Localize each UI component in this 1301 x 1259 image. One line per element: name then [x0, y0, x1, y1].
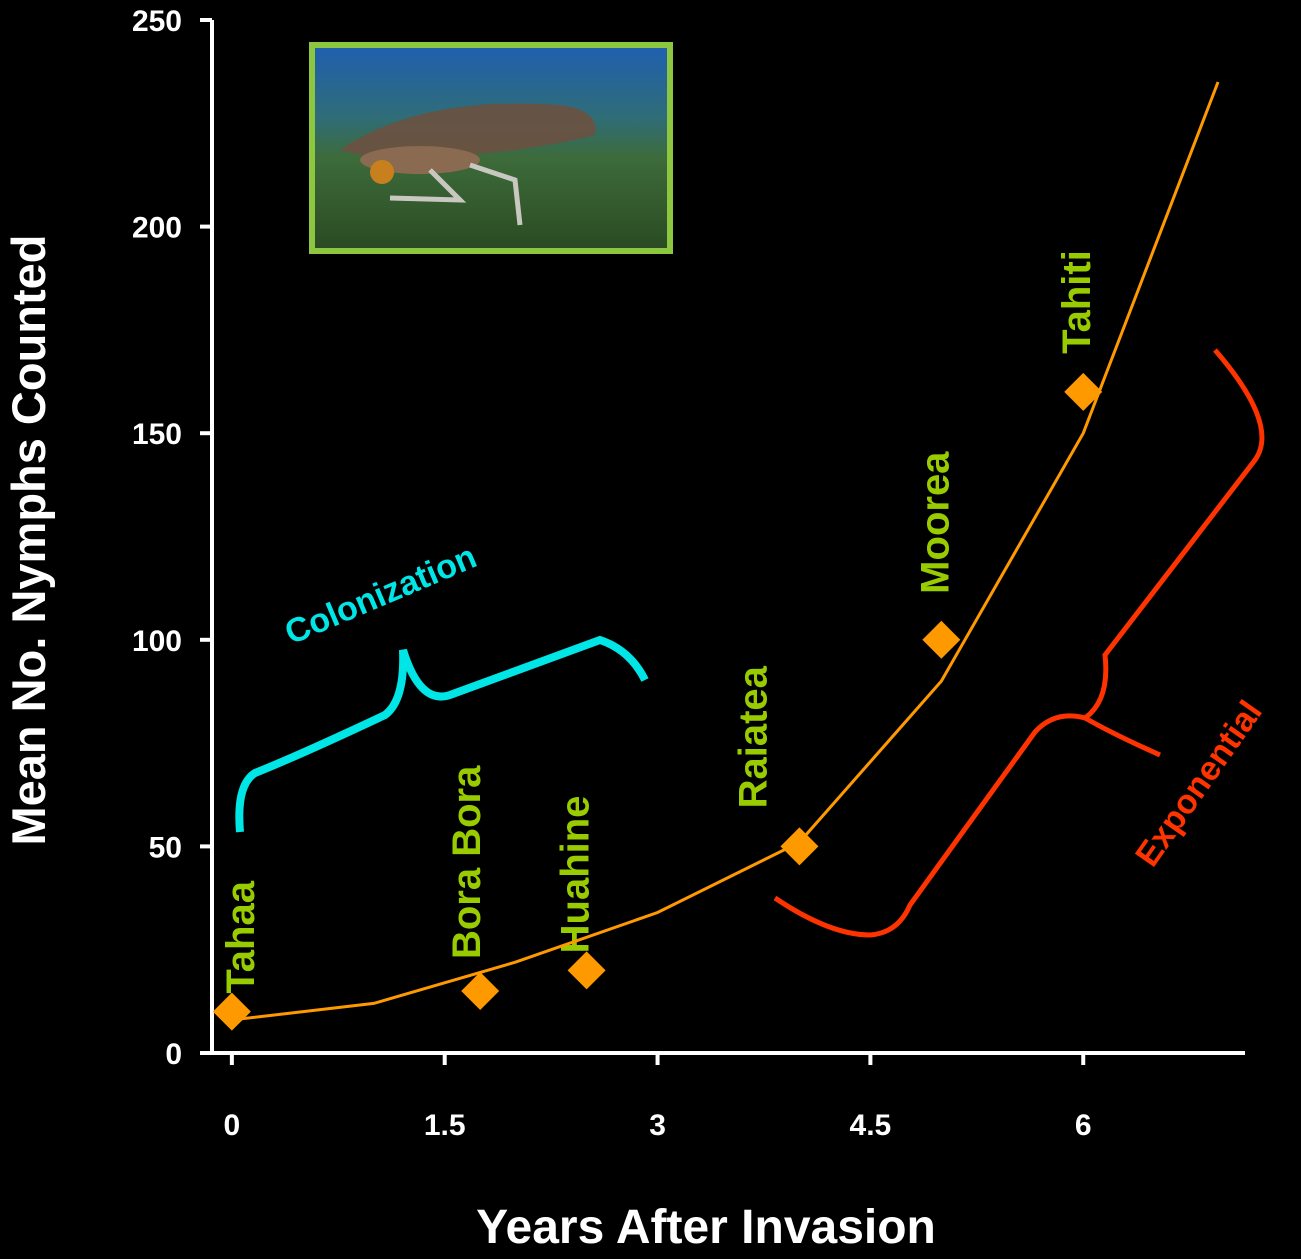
chart: Mean No. Nymphs Counted Years After Inva…: [0, 0, 1301, 1259]
y-tick-label: 250: [132, 5, 182, 38]
y-tick-label: 150: [132, 418, 182, 451]
x-axis-title: Years After Invasion: [476, 1201, 936, 1254]
y-tick-label: 0: [165, 1038, 182, 1071]
inset-photo: [312, 45, 670, 251]
point-label: Tahaa: [219, 880, 263, 993]
y-tick-label: 200: [132, 212, 182, 245]
point-label: Bora Bora: [445, 765, 489, 959]
y-axis-title: Mean No. Nymphs Counted: [2, 234, 55, 845]
page: {"chart_data":{"type":"scatter", "y_labe…: [0, 0, 1301, 1259]
point-label: Moorea: [913, 451, 957, 594]
y-tick-label: 50: [149, 831, 182, 864]
x-tick-label: 1.5: [424, 1109, 466, 1142]
x-tick-label: 3: [649, 1109, 666, 1142]
point-label: Huahine: [554, 796, 598, 954]
y-tick-label: 100: [132, 625, 182, 658]
point-label: Raiatea: [731, 665, 775, 808]
x-tick-label: 0: [224, 1109, 241, 1142]
x-tick-label: 4.5: [850, 1109, 892, 1142]
point-label: Tahiti: [1055, 250, 1099, 354]
x-tick-label: 6: [1075, 1109, 1092, 1142]
